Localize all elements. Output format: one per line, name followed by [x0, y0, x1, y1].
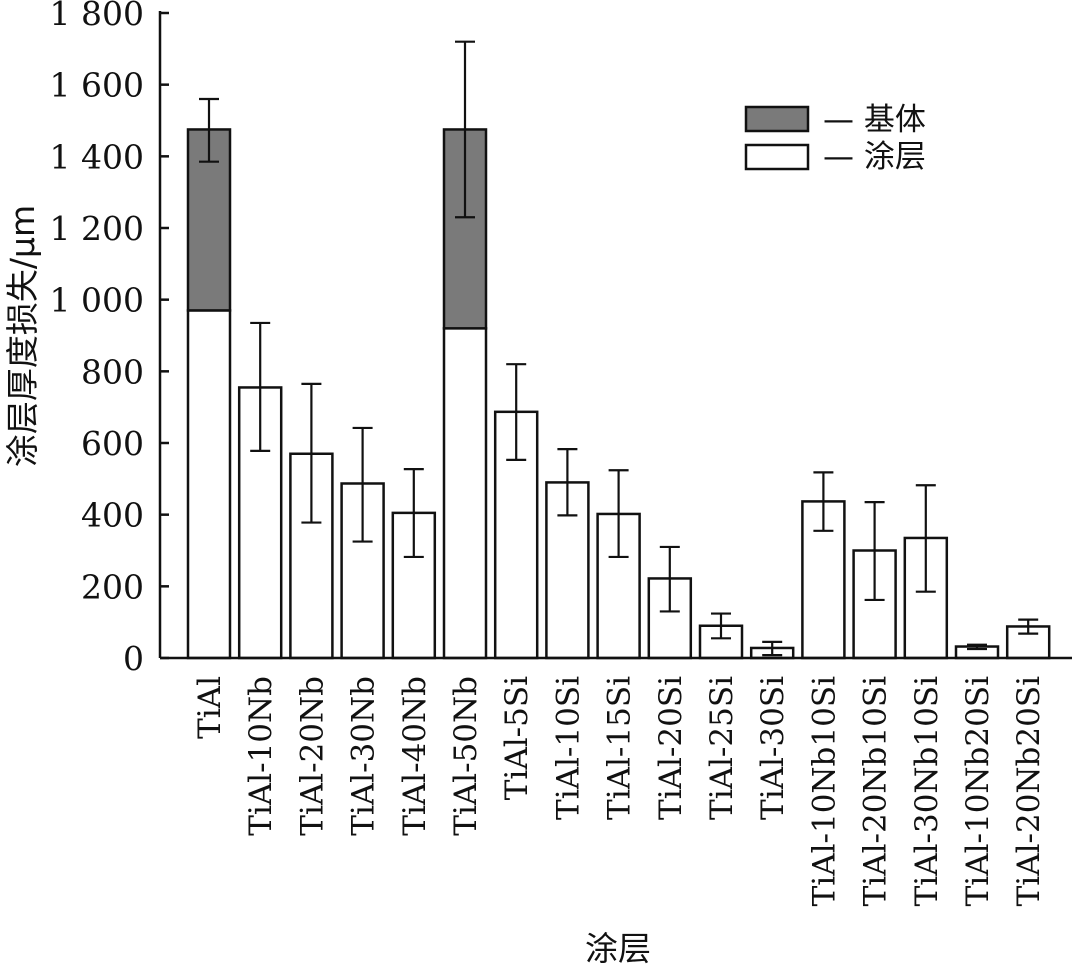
x-tick-label: TiAl-5Si	[499, 676, 535, 800]
error-bar	[250, 321, 271, 452]
bar-coating	[340, 482, 385, 660]
y-tick-label: 200	[81, 567, 144, 606]
error-bars	[199, 40, 1039, 657]
x-tick-label: TiAl	[192, 676, 228, 739]
y-tick-label: 800	[81, 352, 144, 391]
y-axis-title: 涂层厚度损失/μm	[3, 205, 42, 467]
legend-swatch-coating	[744, 143, 810, 171]
y-tick-label: 1 600	[50, 66, 144, 105]
legend: — 基体 — 涂层	[744, 102, 926, 175]
x-tick-label: TiAl-20Nb10Si	[858, 676, 894, 906]
error-bar	[864, 501, 885, 602]
bar-coating	[186, 309, 232, 660]
y-tick-label: 600	[81, 424, 144, 463]
error-bar	[762, 640, 783, 657]
error-bar	[352, 426, 373, 543]
error-bar	[199, 97, 219, 163]
legend-label-coating: — 涂层	[823, 139, 926, 175]
x-tick-label: TiAl-40Nb	[397, 676, 433, 836]
x-axis-title: 涂层	[585, 929, 651, 968]
x-tick-labels: TiAl TiAl-10Nb TiAl-20Nb TiAl-30Nb TiAl-40Nb…	[192, 676, 1047, 906]
x-tick-label: TiAl-20Nb20Si	[1011, 676, 1047, 906]
y-tick-label: 1 000	[50, 281, 144, 320]
x-tick-label: TiAl-15Si	[602, 676, 638, 820]
x-tick-label: TiAl-10Nb	[243, 676, 279, 836]
error-bar	[608, 469, 629, 559]
x-tick-label: TiAl-10Si	[550, 676, 586, 820]
error-bar	[455, 40, 475, 219]
error-bar	[1018, 618, 1039, 635]
axes	[158, 11, 1072, 660]
y-tick-label: 1 800	[50, 0, 144, 33]
x-tick-label: TiAl-30Nb	[346, 676, 382, 836]
legend-swatch-substrate	[744, 105, 810, 133]
x-tick-label: TiAl-10Nb10Si	[806, 676, 842, 906]
error-bar	[659, 545, 680, 613]
x-tick-label: TiAl-30Nb10Si	[909, 676, 945, 906]
x-tick-label: TiAl-20Si	[653, 676, 689, 820]
y-tick-labels: 0 200 400 600 800 1 000 1 200 1 400 1 600 1 800	[50, 0, 144, 678]
error-bar	[711, 612, 731, 640]
x-tick-label: TiAl-25Si	[704, 676, 740, 820]
y-tick-label: 1 200	[50, 209, 144, 248]
bars	[186, 128, 1051, 660]
x-tick-label: TiAl-20Nb	[294, 676, 330, 836]
error-bar	[915, 484, 936, 593]
y-tick-label: 1 400	[50, 137, 144, 176]
y-tick-label: 0	[123, 639, 144, 678]
y-tick-label: 400	[81, 496, 144, 535]
legend-label-substrate: — 基体	[823, 102, 926, 138]
error-bar	[403, 468, 424, 559]
error-bar	[506, 363, 527, 461]
x-tick-label: TiAl-10Nb20Si	[960, 676, 996, 906]
error-bar	[301, 382, 322, 524]
error-bar	[557, 447, 578, 517]
error-bar	[813, 471, 834, 532]
x-tick-label: TiAl-30Si	[755, 676, 791, 820]
x-tick-label: TiAl-50Nb	[448, 676, 484, 836]
error-bar	[967, 643, 987, 651]
bar-coating	[442, 327, 488, 660]
